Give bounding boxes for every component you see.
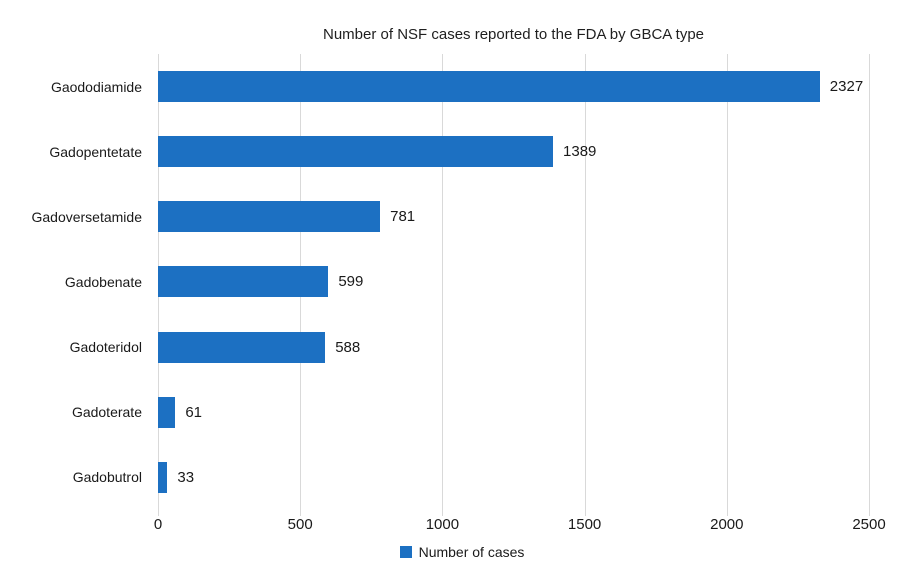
x-tick-label: 1000 xyxy=(425,516,460,533)
category-label: Gadobenate xyxy=(64,273,142,290)
gridline xyxy=(726,54,728,516)
bar xyxy=(158,136,554,168)
x-tick-label: 2000 xyxy=(710,516,744,533)
bar xyxy=(158,266,329,298)
bar-row: 599 xyxy=(158,249,869,314)
category-label: Gadopentetate xyxy=(49,143,142,160)
gridline xyxy=(442,54,444,516)
category-label: Gadoversetamide xyxy=(31,208,142,225)
category-label: Gadoterate xyxy=(71,404,142,421)
category-label: Gadobutrol xyxy=(72,469,142,486)
bar xyxy=(158,331,326,363)
bar xyxy=(158,201,381,233)
rows: 2327 1389 781 599 588 61 33 xyxy=(158,54,869,510)
x-tick-label: 500 xyxy=(287,516,313,533)
plot-area: 2327 1389 781 599 588 61 33 xyxy=(158,54,870,516)
bar xyxy=(158,461,168,493)
bar-row: 2327 xyxy=(158,54,869,119)
bar-row: 781 xyxy=(158,184,869,249)
bar-value-label: 2327 xyxy=(829,78,864,96)
bar-value-label: 33 xyxy=(177,468,195,486)
category-label: Gadoteridol xyxy=(69,339,142,356)
legend: Number of cases xyxy=(0,544,924,560)
bar-value-label: 781 xyxy=(390,208,416,226)
bar-row: 588 xyxy=(158,315,869,380)
legend-label: Number of cases xyxy=(418,544,525,560)
bar-value-label: 599 xyxy=(338,273,364,291)
bar-row: 1389 xyxy=(158,119,869,184)
category-label: Gaododiamide xyxy=(50,78,142,95)
x-tick-label: 2500 xyxy=(852,516,886,533)
x-axis: 0 500 1000 1500 2000 2500 xyxy=(154,510,886,534)
bar xyxy=(158,71,820,103)
gridline xyxy=(584,54,586,516)
chart-title: Number of NSF cases reported to the FDA … xyxy=(323,26,704,43)
bar-row: 61 xyxy=(158,380,869,445)
bar xyxy=(158,396,176,428)
x-tick-label: 0 xyxy=(153,516,163,533)
legend-swatch-icon xyxy=(399,546,412,558)
x-tick-label: 1500 xyxy=(567,516,602,533)
category-labels: Gaododiamide Gadopentetate Gadoversetamide… xyxy=(0,54,150,510)
bar-row: 33 xyxy=(158,445,869,510)
bar-value-label: 1389 xyxy=(563,143,597,161)
bar-value-label: 61 xyxy=(185,403,203,421)
bar-value-label: 588 xyxy=(335,338,361,356)
gridline xyxy=(869,54,870,516)
